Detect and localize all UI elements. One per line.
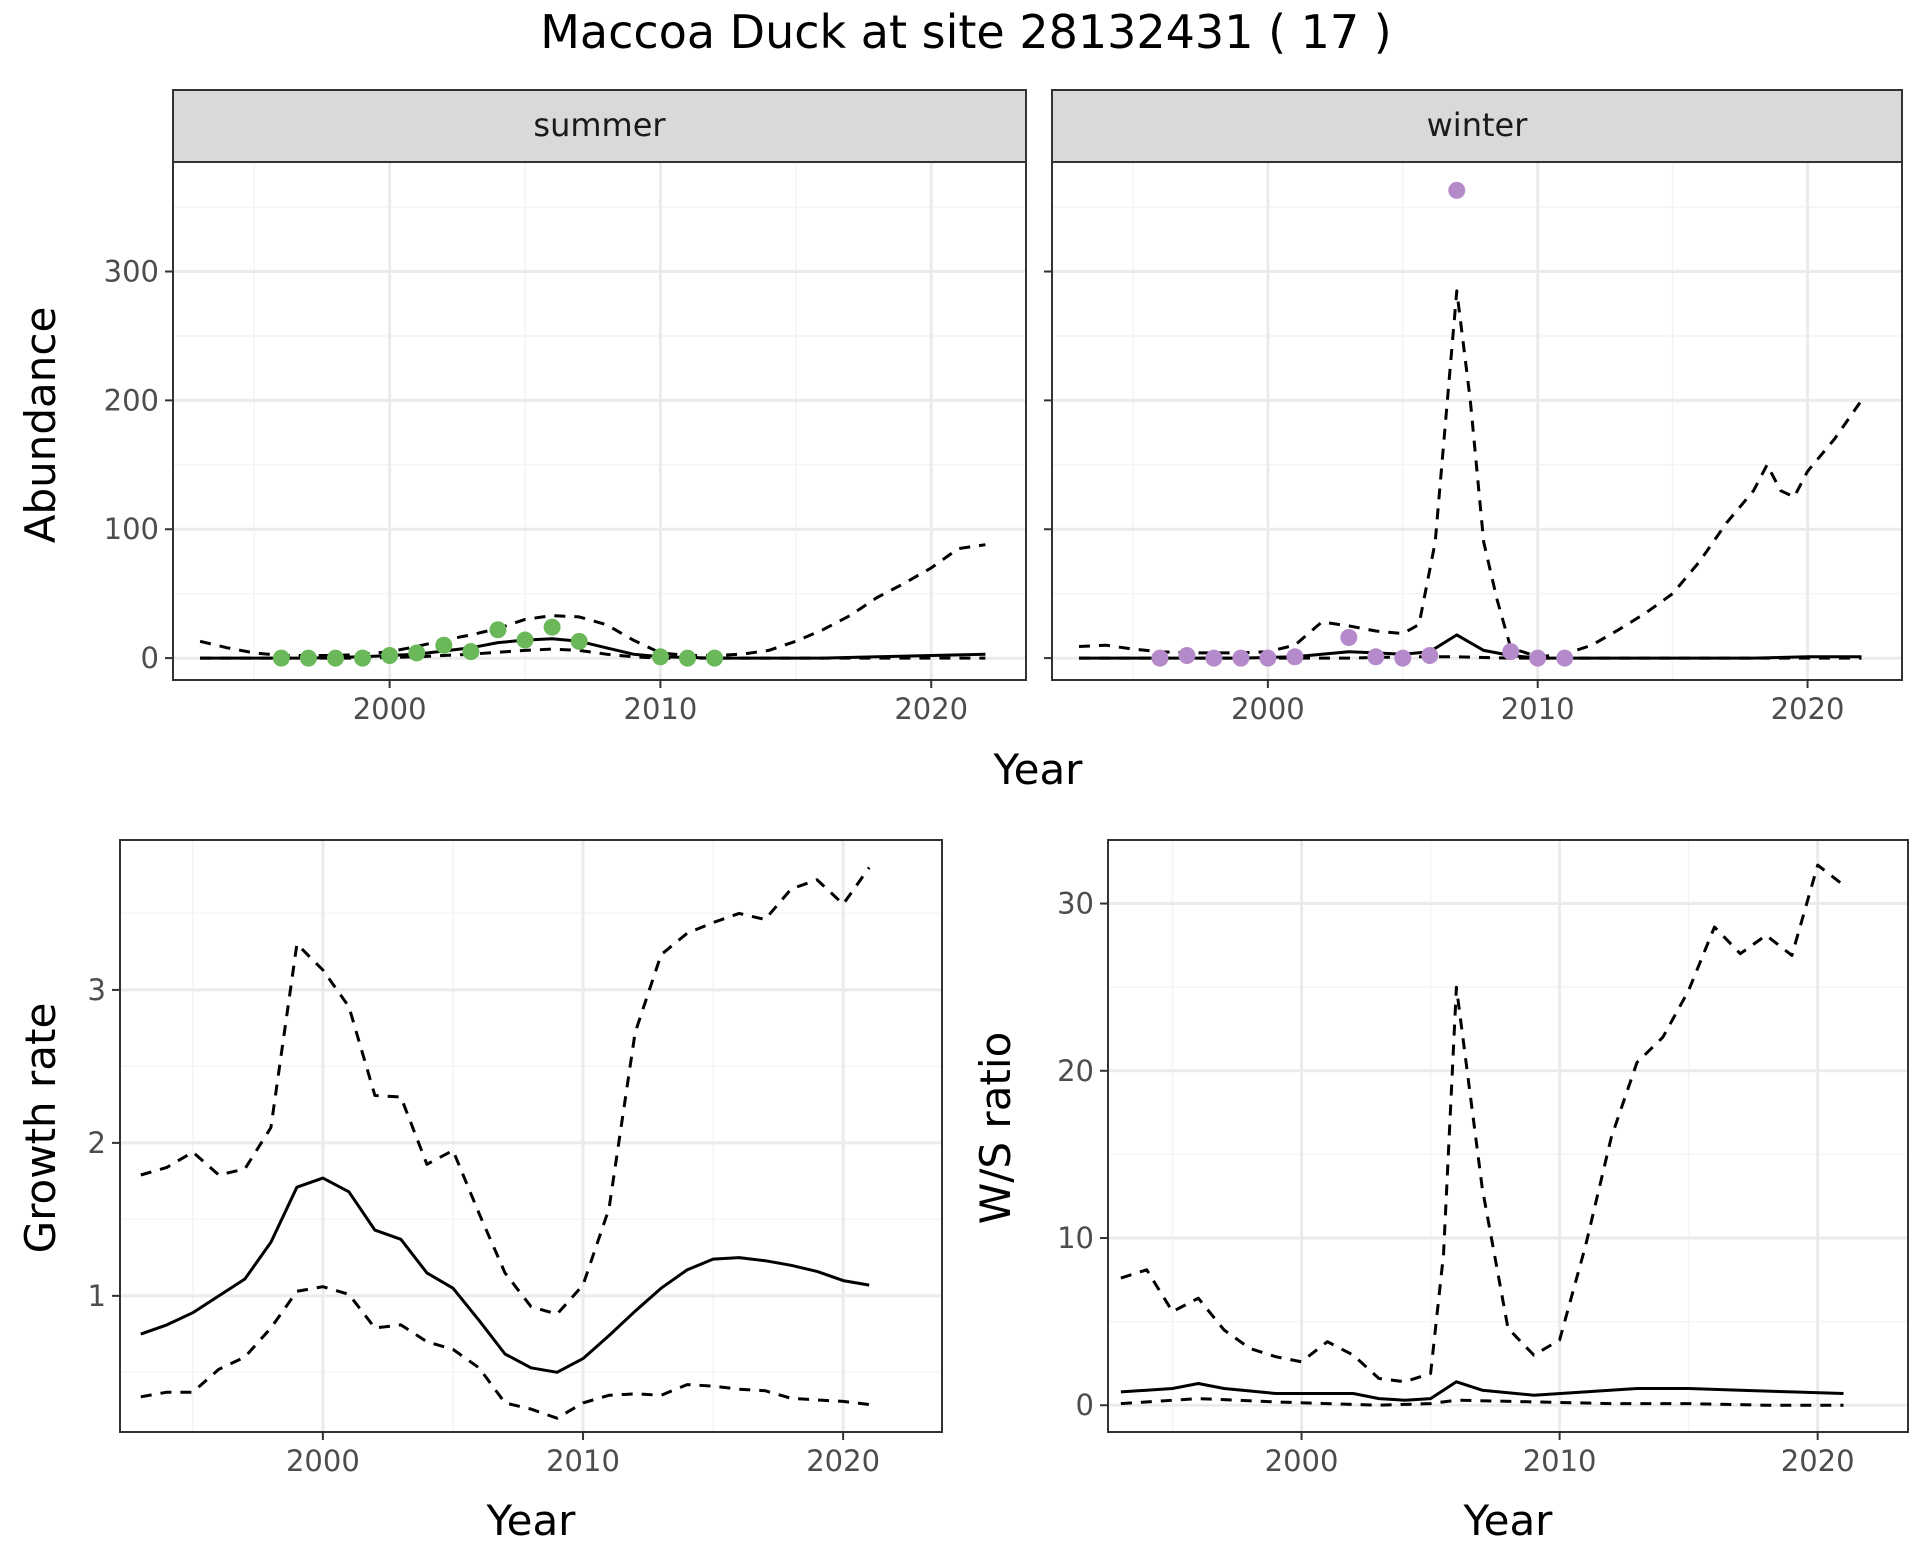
summer-x-tick-label: 2010 xyxy=(624,692,698,726)
top-x-label: Year xyxy=(993,745,1084,794)
summer-y-tick-label: 100 xyxy=(104,512,159,546)
summer-panel-border xyxy=(172,161,1027,681)
summer-observed-point xyxy=(408,644,426,662)
ratio-panel-border xyxy=(1107,839,1909,1433)
winter-observed-point xyxy=(1340,628,1358,646)
summer-observed-point xyxy=(516,631,534,649)
growth-y-label: Growth rate xyxy=(16,1003,65,1254)
summer-x-tick-label: 2020 xyxy=(894,692,968,726)
winter-strip-label: winter xyxy=(1427,106,1529,144)
winter-observed-point xyxy=(1502,643,1520,661)
growth-y-tick-label: 2 xyxy=(88,1126,106,1160)
growth-lower-line xyxy=(140,1285,870,1420)
growth-x-tick-label: 2010 xyxy=(546,1444,620,1478)
winter-observed-point xyxy=(1205,649,1223,667)
winter-x-tick-label: 2020 xyxy=(1771,692,1845,726)
summer-plot-area: 2000 2010 2020 0 100 200 300 xyxy=(104,161,1027,726)
ratio-x-tick-label: 2010 xyxy=(1523,1444,1597,1478)
winter-observed-point xyxy=(1259,649,1277,667)
growth-y-tick-label: 3 xyxy=(88,973,106,1007)
winter-observed-point xyxy=(1556,649,1574,667)
growth-y-tick-label: 1 xyxy=(88,1279,106,1313)
summer-strip xyxy=(172,89,1027,163)
ratio-y-tick-label: 30 xyxy=(1057,887,1094,921)
growth-panel-border xyxy=(119,839,943,1433)
ratio-mean-line xyxy=(1120,1380,1844,1402)
growth-x-label: Year xyxy=(486,1496,577,1545)
ratio-y-tick-label: 0 xyxy=(1076,1388,1094,1422)
winter-plot-area: 2000 2010 2020 xyxy=(1044,161,1903,726)
winter-observed-point xyxy=(1151,649,1169,667)
growth-x-tick-label: 2020 xyxy=(806,1444,880,1478)
ratio-panel: 2000 2010 2020 0 10 20 30 W/S ratio Year xyxy=(971,839,1909,1545)
summer-observed-point xyxy=(543,618,561,636)
summer-observed-point xyxy=(679,649,697,667)
ratio-y-label: W/S ratio xyxy=(971,1032,1020,1225)
summer-observed-point xyxy=(299,649,317,667)
ratio-y-tick-label: 20 xyxy=(1057,1054,1094,1088)
summer-observed-point xyxy=(570,632,588,650)
winter-x-tick-label: 2000 xyxy=(1231,692,1305,726)
chart-title: Maccoa Duck at site 28132431 ( 17 ) xyxy=(540,5,1392,59)
summer-x-tick-label: 2000 xyxy=(353,692,427,726)
winter-observed-point xyxy=(1448,181,1466,199)
growth-x-tick-label: 2000 xyxy=(286,1444,360,1478)
summer-observed-point xyxy=(462,643,480,661)
summer-panel: summer 2000 2010 2020 0 100 200 300 xyxy=(104,89,1027,726)
summer-y-tick-label: 300 xyxy=(104,255,159,289)
winter-panel-border xyxy=(1051,161,1903,681)
summer-strip-label: summer xyxy=(533,106,666,144)
summer-observed-point xyxy=(326,649,344,667)
ratio-upper-line xyxy=(1120,863,1845,1384)
winter-observed-point xyxy=(1394,649,1412,667)
summer-y-tick-label: 0 xyxy=(141,641,159,675)
growth-upper-line xyxy=(140,866,871,1316)
growth-plot-area: 2000 2010 2020 1 2 3 xyxy=(88,839,943,1478)
summer-observed-point xyxy=(435,636,453,654)
summer-observed-point xyxy=(354,649,372,667)
summer-observed-point xyxy=(489,621,507,639)
ratio-x-tick-label: 2000 xyxy=(1265,1444,1339,1478)
abundance-y-label: Abundance xyxy=(16,307,65,544)
summer-y-tick-label: 200 xyxy=(104,383,159,417)
ratio-x-label: Year xyxy=(1463,1496,1554,1545)
winter-observed-point xyxy=(1529,649,1547,667)
ratio-y-tick-label: 10 xyxy=(1057,1221,1094,1255)
winter-observed-point xyxy=(1421,647,1439,665)
ratio-lower-line xyxy=(1120,1397,1844,1407)
summer-observed-point xyxy=(706,649,724,667)
winter-observed-point xyxy=(1367,648,1385,666)
summer-observed-point xyxy=(651,648,669,666)
growth-panel: 2000 2010 2020 1 2 3 Growth rate Year xyxy=(16,839,943,1545)
growth-mean-line xyxy=(140,1176,870,1374)
ratio-plot-area: 2000 2010 2020 0 10 20 30 xyxy=(1057,839,1909,1478)
winter-x-tick-label: 2010 xyxy=(1501,692,1575,726)
summer-observed-point xyxy=(272,649,290,667)
winter-observed-point xyxy=(1178,647,1196,665)
winter-observed-point xyxy=(1286,648,1304,666)
winter-panel: winter 2000 2010 2020 xyxy=(1044,89,1903,726)
winter-upper-line xyxy=(1078,289,1863,659)
ratio-x-tick-label: 2020 xyxy=(1781,1444,1855,1478)
winter-strip xyxy=(1051,89,1903,163)
summer-observed-point xyxy=(381,647,399,665)
winter-observed-point xyxy=(1232,649,1250,667)
